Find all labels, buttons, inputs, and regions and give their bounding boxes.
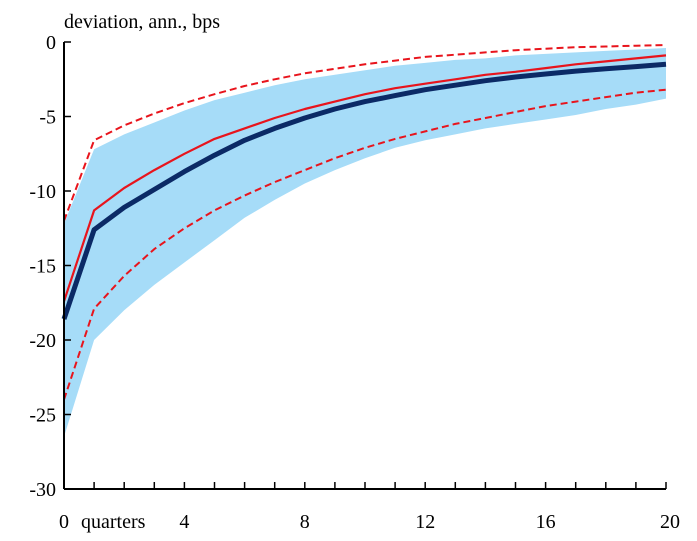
confidence-band — [64, 48, 666, 437]
alt-lower-bound-line — [63, 88, 667, 400]
axes: 0-5-10-15-20-25-300 4 8 12 16 20 — [29, 32, 680, 533]
x-tick-label: 12 — [415, 511, 435, 533]
plot-area — [61, 44, 667, 437]
alt-upper-bound-line — [63, 44, 667, 222]
x-tick-label: 4 — [179, 511, 189, 533]
y-tick-label: -20 — [29, 330, 56, 352]
x-tick-label: 8 — [300, 511, 310, 533]
y-tick-label: -5 — [39, 107, 56, 129]
alt-response-line — [62, 54, 667, 302]
x-tick-label: 20 — [660, 511, 680, 533]
x-tick-label: 0 — [59, 511, 69, 533]
y-tick-label: -10 — [29, 181, 56, 203]
x-tick-label: 16 — [536, 511, 556, 533]
y-tick-label: -15 — [29, 256, 56, 278]
chart-title: deviation, ann., bps — [64, 11, 220, 33]
y-tick-label: 0 — [46, 32, 56, 54]
median-response-line — [61, 61, 667, 320]
y-tick-label: -30 — [29, 479, 56, 501]
x-axis-label: quarters — [81, 511, 146, 533]
y-tick-label: -25 — [29, 405, 56, 427]
